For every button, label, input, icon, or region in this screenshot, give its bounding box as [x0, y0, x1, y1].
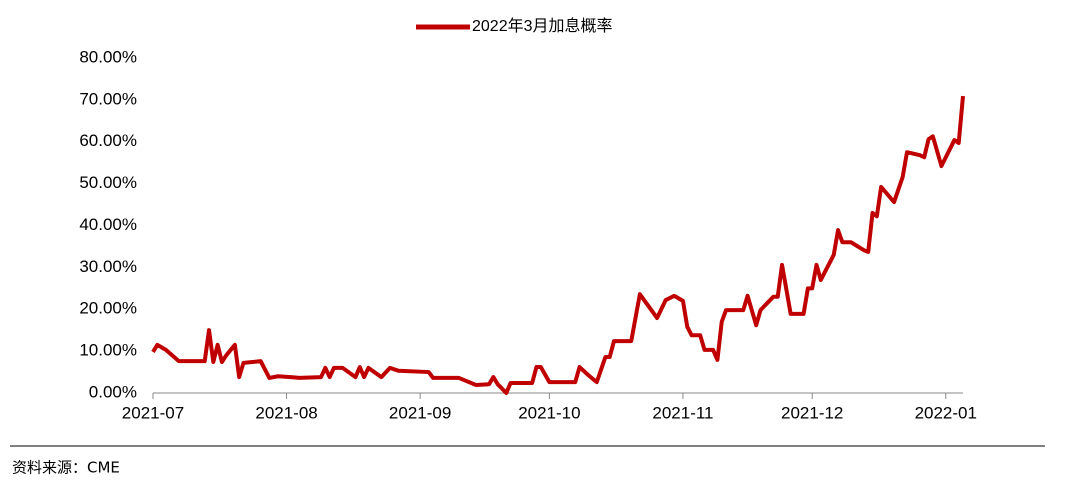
- y-tick-label: 70.00%: [79, 89, 137, 108]
- y-tick-label: 50.00%: [79, 173, 137, 192]
- x-tick-label: 2021-10: [518, 403, 580, 422]
- x-tick-label: 2021-07: [122, 403, 184, 422]
- x-tick-label: 2021-09: [389, 403, 451, 422]
- x-tick-label: 2021-12: [781, 403, 843, 422]
- y-tick-label: 80.00%: [79, 47, 137, 66]
- y-tick-label: 60.00%: [79, 131, 137, 150]
- source-note: 资料来源：CME: [12, 459, 120, 477]
- x-tick-label: 2021-08: [255, 403, 317, 422]
- y-tick-label: 40.00%: [79, 215, 137, 234]
- x-tick-label: 2022-01: [915, 403, 977, 422]
- y-tick-label: 10.00%: [79, 341, 137, 360]
- y-tick-label: 30.00%: [79, 257, 137, 276]
- y-tick-label: 0.00%: [89, 382, 137, 401]
- data-line: [151, 95, 965, 395]
- x-tick-label: 2021-11: [652, 403, 713, 422]
- legend-text: 2022年3月加息概率: [472, 17, 613, 35]
- y-tick-label: 20.00%: [79, 299, 137, 318]
